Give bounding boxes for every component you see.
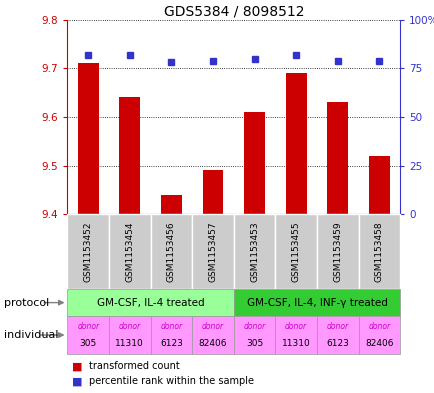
Text: ■: ■ — [72, 376, 82, 386]
Bar — [150, 214, 192, 289]
Text: 11310: 11310 — [281, 339, 310, 348]
Bar — [327, 102, 347, 214]
Text: protocol: protocol — [4, 298, 49, 308]
Bar — [243, 112, 264, 214]
Text: donor: donor — [201, 322, 224, 331]
Text: GSM1153453: GSM1153453 — [250, 221, 259, 282]
Bar — [109, 316, 150, 354]
Bar — [150, 316, 192, 354]
Bar — [233, 214, 275, 289]
Bar — [67, 316, 109, 354]
Bar — [192, 214, 233, 289]
Bar — [358, 316, 399, 354]
Text: donor: donor — [77, 322, 99, 331]
Bar — [192, 316, 233, 354]
Bar — [275, 214, 316, 289]
Text: donor: donor — [368, 322, 390, 331]
Bar — [202, 171, 223, 214]
Text: GSM1153457: GSM1153457 — [208, 221, 217, 282]
Bar — [233, 289, 399, 316]
Text: GM-CSF, IL-4, INF-γ treated: GM-CSF, IL-4, INF-γ treated — [246, 298, 387, 308]
Text: GSM1153455: GSM1153455 — [291, 221, 300, 282]
Text: donor: donor — [243, 322, 265, 331]
Bar — [67, 289, 233, 316]
Text: 11310: 11310 — [115, 339, 144, 348]
Bar — [368, 156, 389, 214]
Text: 82406: 82406 — [364, 339, 393, 348]
Text: donor: donor — [285, 322, 306, 331]
Bar — [119, 97, 140, 214]
Title: GDS5384 / 8098512: GDS5384 / 8098512 — [163, 4, 303, 18]
Bar — [285, 73, 306, 214]
Text: 305: 305 — [245, 339, 263, 348]
Text: GM-CSF, IL-4 treated: GM-CSF, IL-4 treated — [97, 298, 204, 308]
Bar — [316, 316, 358, 354]
Bar — [316, 214, 358, 289]
Text: donor: donor — [326, 322, 348, 331]
Text: 6123: 6123 — [326, 339, 349, 348]
Bar — [109, 214, 150, 289]
Bar — [161, 195, 181, 214]
Bar — [358, 214, 399, 289]
Text: 6123: 6123 — [160, 339, 182, 348]
Text: GSM1153456: GSM1153456 — [167, 221, 175, 282]
Text: ■: ■ — [72, 361, 82, 371]
Bar — [275, 316, 316, 354]
Text: donor: donor — [118, 322, 141, 331]
Text: individual: individual — [4, 330, 59, 340]
Text: 305: 305 — [79, 339, 97, 348]
Text: GSM1153458: GSM1153458 — [374, 221, 383, 282]
Text: GSM1153452: GSM1153452 — [83, 221, 92, 282]
Text: GSM1153454: GSM1153454 — [125, 221, 134, 282]
Text: percentile rank within the sample: percentile rank within the sample — [89, 376, 253, 386]
Bar — [78, 63, 99, 214]
Text: donor: donor — [160, 322, 182, 331]
Text: GSM1153459: GSM1153459 — [332, 221, 342, 282]
Bar — [67, 214, 109, 289]
Text: 82406: 82406 — [198, 339, 227, 348]
Bar — [233, 316, 275, 354]
Text: transformed count: transformed count — [89, 361, 180, 371]
